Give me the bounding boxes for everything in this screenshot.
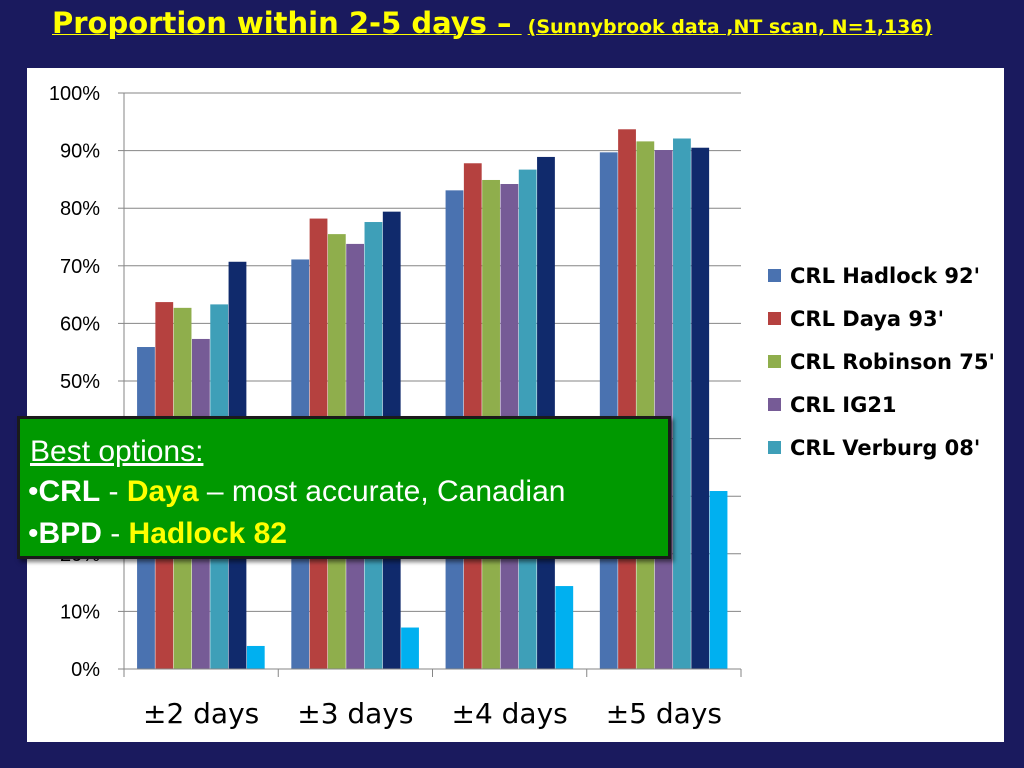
- bar: [246, 645, 265, 669]
- legend-swatch: [768, 355, 781, 368]
- bar: [654, 150, 673, 670]
- x-tick-label: ±2 days: [143, 697, 259, 730]
- separator: -: [100, 475, 127, 508]
- bar: [709, 491, 728, 669]
- bar: [673, 138, 691, 669]
- x-tick-label: ±4 days: [451, 697, 567, 730]
- legend-label: CRL IG21: [790, 393, 897, 417]
- bar: [691, 147, 710, 670]
- y-tick-label: 60%: [60, 313, 100, 335]
- title-subtitle: (Sunnybrook data ,NT scan, N=1,136): [527, 16, 933, 38]
- callout-term-bpd: BPD: [38, 517, 102, 550]
- callout-description: – most accurate, Canadian: [198, 475, 566, 508]
- legend-swatch: [768, 398, 781, 411]
- best-options-callout: Best options: •CRL - Daya – most accurat…: [17, 416, 671, 559]
- title-main: Proportion within 2-5 days –: [52, 6, 522, 40]
- bar: [599, 152, 618, 669]
- separator: -: [101, 517, 129, 550]
- y-tick-label: 50%: [60, 371, 100, 393]
- callout-term-crl: CRL: [38, 475, 101, 508]
- legend-label: CRL Daya 93': [790, 307, 944, 331]
- x-tick-label: ±5 days: [606, 697, 722, 730]
- legend-swatch: [768, 269, 781, 282]
- legend-label: CRL Hadlock 92': [790, 264, 980, 288]
- bar: [618, 129, 636, 670]
- bar-chart: 0%10%20%30%40%50%60%70%80%90%100%±2 days…: [49, 83, 995, 730]
- legend-swatch: [768, 312, 781, 325]
- bar: [537, 156, 555, 669]
- y-tick-label: 70%: [60, 256, 100, 278]
- bullet: •: [28, 475, 39, 508]
- y-tick-label: 100%: [49, 83, 100, 105]
- y-tick-label: 80%: [60, 198, 100, 220]
- x-tick-label: ±3 days: [297, 697, 413, 730]
- chart-panel: 0%10%20%30%40%50%60%70%80%90%100%±2 days…: [27, 68, 1004, 742]
- legend-swatch: [768, 441, 781, 454]
- callout-highlight-daya: Daya: [126, 475, 199, 508]
- bar: [636, 141, 655, 669]
- callout-line-crl: •CRL - Daya – most accurate, Canadian: [28, 475, 565, 509]
- y-tick-label: 0%: [71, 659, 100, 681]
- callout-line-bpd: •BPD - Hadlock 82: [28, 517, 287, 551]
- bar: [555, 586, 574, 669]
- legend-label: CRL Robinson 75': [790, 350, 995, 374]
- y-tick-label: 10%: [60, 601, 100, 623]
- callout-highlight-hadlock: Hadlock 82: [128, 517, 287, 550]
- y-tick-label: 90%: [60, 141, 100, 163]
- callout-heading: Best options:: [30, 435, 204, 468]
- slide-title: Proportion within 2-5 days – (Sunnybrook…: [52, 6, 932, 40]
- bar: [401, 627, 419, 669]
- bullet: •: [28, 517, 39, 550]
- legend-label: CRL Verburg 08': [790, 436, 980, 460]
